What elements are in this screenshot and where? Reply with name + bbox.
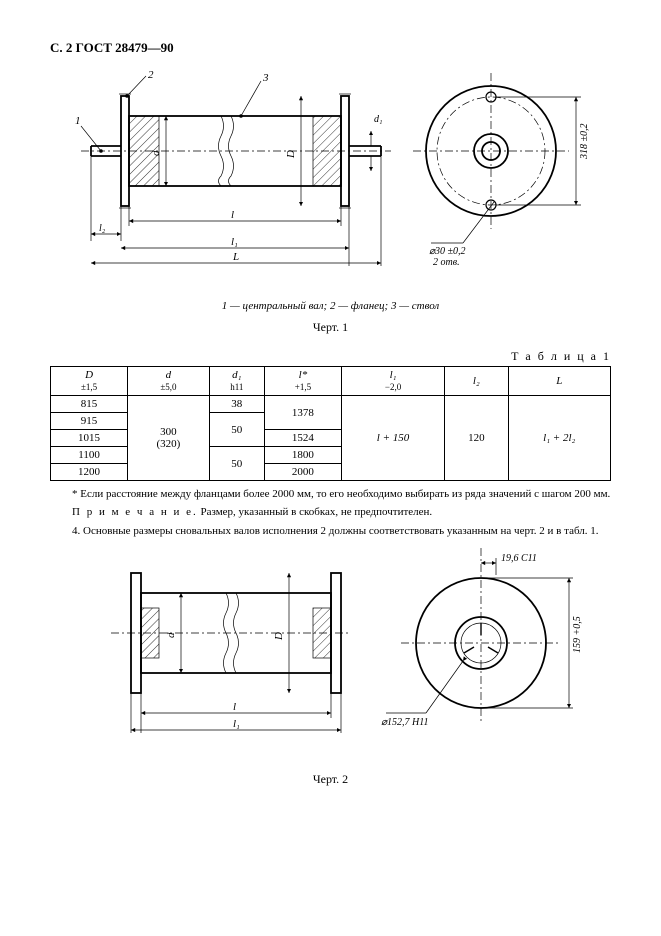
svg-text:d: d bbox=[150, 150, 162, 156]
cell: 1200 bbox=[51, 464, 128, 481]
svg-text:D: D bbox=[273, 632, 285, 641]
table-footnote: * Если расстояние между фланцами более 2… bbox=[50, 487, 611, 501]
cell: 50 bbox=[209, 413, 264, 447]
table-note: П р и м е ч а н и е. Размер, указанный в… bbox=[50, 505, 611, 519]
figure-1: 1 2 3 d D d₁ l l₂ l₁ L bbox=[50, 66, 611, 290]
cell: 1378 bbox=[264, 396, 341, 430]
col-d1: d₁h11 bbox=[209, 367, 264, 396]
col-lstar: l*+1,5 bbox=[264, 367, 341, 396]
svg-text:⌀30 ±0,2: ⌀30 ±0,2 bbox=[429, 246, 466, 257]
figure-2-svg: d D l l₁ 19,6 C11 bbox=[51, 548, 611, 758]
cell: 1015 bbox=[51, 430, 128, 447]
svg-text:L: L bbox=[232, 251, 239, 263]
svg-text:2: 2 bbox=[148, 69, 154, 81]
figure-2-label: Черт. 2 bbox=[50, 772, 611, 787]
table-1-label: Т а б л и ц а 1 bbox=[50, 349, 611, 364]
svg-text:l: l bbox=[231, 209, 234, 221]
cell: 1100 bbox=[51, 447, 128, 464]
svg-text:2 отв.: 2 отв. bbox=[433, 257, 460, 268]
cell: 38 bbox=[209, 396, 264, 413]
paragraph-4: 4. Основные размеры сновальных валов исп… bbox=[50, 524, 611, 538]
cell: 50 bbox=[209, 447, 264, 481]
svg-text:3: 3 bbox=[262, 72, 269, 84]
svg-text:l₁: l₁ bbox=[231, 236, 238, 248]
cell: 2000 bbox=[264, 464, 341, 481]
cell: 120 bbox=[445, 396, 508, 481]
col-D: D±1,5 bbox=[51, 367, 128, 396]
svg-text:D: D bbox=[285, 150, 297, 159]
col-L: L bbox=[508, 367, 610, 396]
cell: 815 bbox=[51, 396, 128, 413]
svg-text:318 ±0,2: 318 ±0,2 bbox=[579, 124, 590, 161]
cell: 915 bbox=[51, 413, 128, 430]
svg-text:l₂: l₂ bbox=[99, 223, 106, 234]
figure-1-label: Черт. 1 bbox=[50, 320, 611, 335]
svg-text:d₁: d₁ bbox=[374, 114, 382, 125]
cell: 300 (320) bbox=[128, 396, 210, 481]
figure-1-svg: 1 2 3 d D d₁ l l₂ l₁ L bbox=[51, 66, 611, 286]
svg-text:l₁: l₁ bbox=[233, 718, 240, 730]
svg-text:19,6 C11: 19,6 C11 bbox=[501, 553, 537, 564]
svg-text:d: d bbox=[165, 632, 177, 638]
col-l2: l₂ bbox=[445, 367, 508, 396]
col-l1: l₁−2,0 bbox=[341, 367, 444, 396]
svg-text:⌀152,7 H11: ⌀152,7 H11 bbox=[381, 717, 429, 728]
cell: l₁ + 2l₂ bbox=[508, 396, 610, 481]
table-1: D±1,5 d±5,0 d₁h11 l*+1,5 l₁−2,0 l₂ L 815… bbox=[50, 366, 611, 481]
figure-1-caption: 1 — центральный вал; 2 — фланец; 3 — ств… bbox=[50, 300, 611, 312]
col-d: d±5,0 bbox=[128, 367, 210, 396]
cell: l + 150 bbox=[341, 396, 444, 481]
svg-text:l: l bbox=[233, 701, 236, 713]
cell: 1524 bbox=[264, 430, 341, 447]
svg-text:1: 1 bbox=[75, 115, 81, 127]
page-header: С. 2 ГОСТ 28479—90 bbox=[50, 40, 611, 56]
svg-text:159 +0,5: 159 +0,5 bbox=[572, 616, 583, 653]
figure-2: d D l l₁ 19,6 C11 bbox=[50, 548, 611, 762]
cell: 1800 bbox=[264, 447, 341, 464]
